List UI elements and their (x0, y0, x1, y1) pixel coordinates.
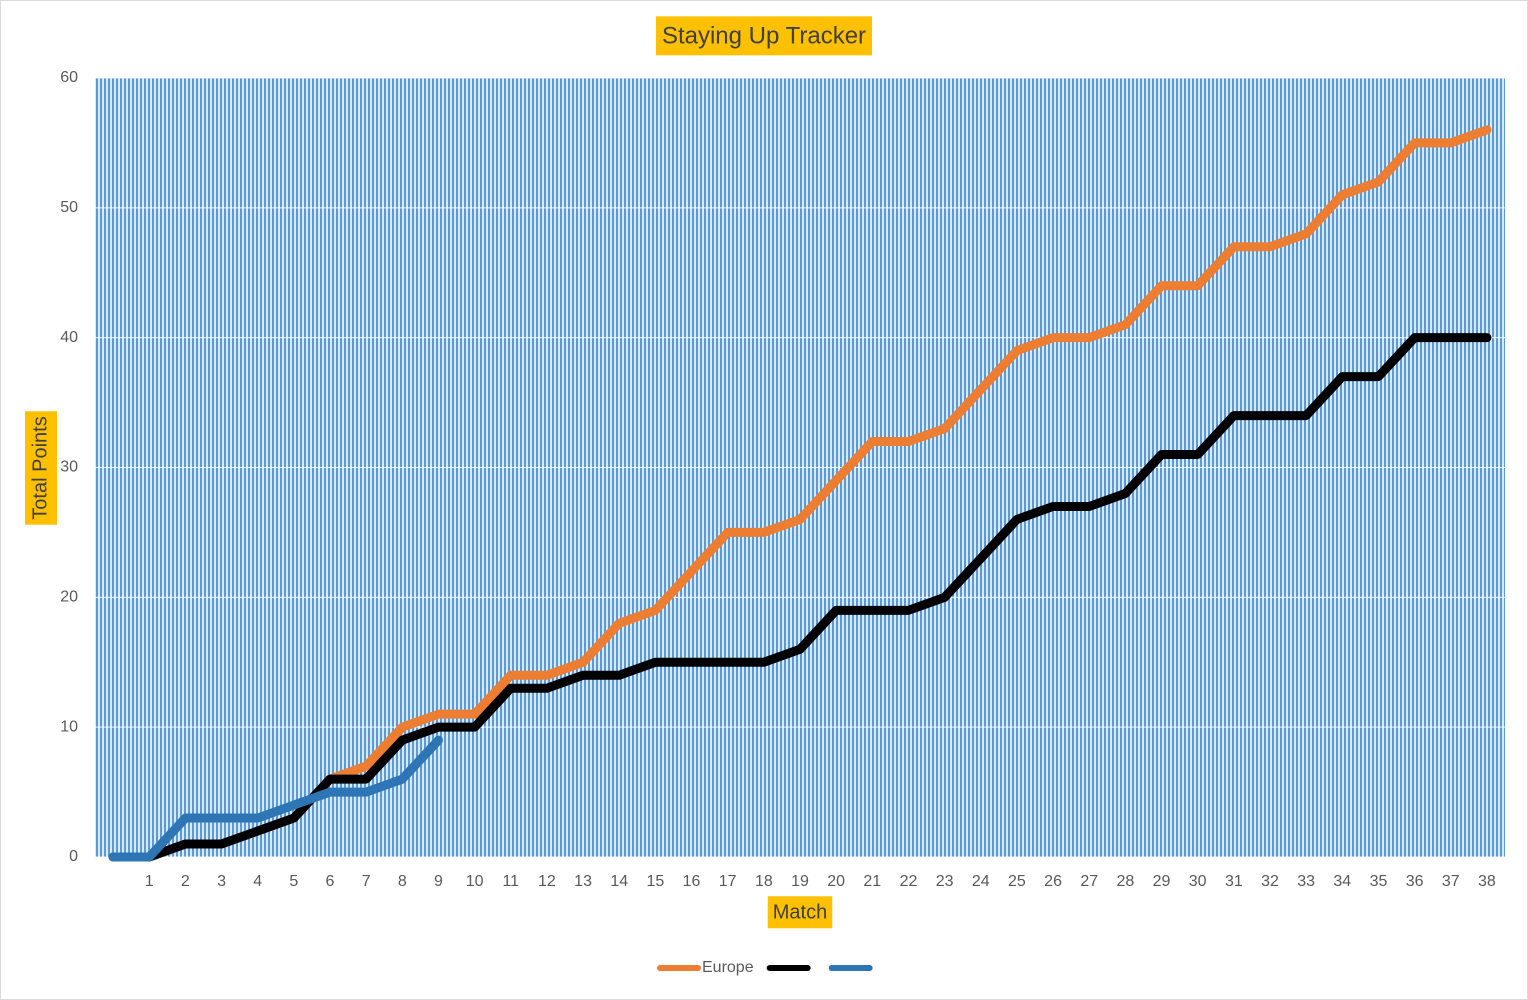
x-tick-label: 9 (434, 873, 443, 890)
series-line (108, 333, 1492, 862)
x-tick-label: 33 (1297, 873, 1315, 890)
x-axis-label: Match (773, 901, 827, 923)
x-tick-label: 10 (466, 873, 484, 890)
x-tick-label: 24 (972, 873, 990, 890)
x-tick-label: 28 (1116, 873, 1134, 890)
x-tick-label: 25 (1008, 873, 1026, 890)
legend-label: Europe (702, 959, 754, 976)
x-tick-label: 23 (936, 873, 954, 890)
x-tick-label: 1 (145, 873, 154, 890)
x-tick-label: 38 (1478, 873, 1496, 890)
x-tick-label: 11 (502, 873, 519, 890)
x-tick-label: 37 (1442, 873, 1460, 890)
y-tick-label: 40 (60, 329, 78, 346)
x-tick-label: 8 (398, 873, 407, 890)
y-tick-label: 20 (60, 589, 78, 606)
y-label-box (25, 411, 57, 525)
x-tick-label: 18 (755, 873, 773, 890)
y-tick-label: 50 (60, 199, 78, 216)
x-tick-label: 21 (863, 873, 881, 890)
x-label-box (767, 896, 833, 929)
x-tick-label: 30 (1189, 873, 1207, 890)
x-tick-label: 36 (1406, 873, 1424, 890)
x-tick-label: 4 (253, 873, 262, 890)
title-box (655, 16, 873, 56)
y-tick-label: 60 (60, 69, 78, 86)
x-tick-label: 13 (574, 873, 592, 890)
y-tick-label: 30 (60, 459, 78, 476)
x-tick-label: 31 (1225, 873, 1243, 890)
x-tick-label: 22 (900, 873, 918, 890)
y-tick-label: 0 (69, 848, 78, 865)
series-line (108, 735, 443, 862)
x-tick-label: 12 (538, 873, 556, 890)
x-tick-label: 2 (181, 873, 190, 890)
y-tick-label: 10 (60, 718, 78, 735)
x-tick-label: 7 (362, 873, 371, 890)
x-tick-label: 20 (827, 873, 845, 890)
x-tick-label: 17 (719, 873, 737, 890)
x-tick-label: 15 (646, 873, 664, 890)
x-tick-label: 29 (1153, 873, 1171, 890)
x-tick-label: 34 (1333, 873, 1351, 890)
x-tick-label: 19 (791, 873, 809, 890)
x-tick-label: 3 (217, 873, 226, 890)
x-tick-label: 26 (1044, 873, 1062, 890)
y-axis-label: Total Points (29, 416, 51, 519)
x-tick-label: 32 (1261, 873, 1279, 890)
x-tick-label: 6 (326, 873, 335, 890)
chart-title: Staying Up Tracker (662, 22, 866, 49)
x-tick-label: 14 (610, 873, 628, 890)
x-tick-label: 16 (683, 873, 701, 890)
x-tick-label: 27 (1080, 873, 1098, 890)
x-tick-label: 5 (289, 873, 298, 890)
x-tick-label: 35 (1370, 873, 1388, 890)
